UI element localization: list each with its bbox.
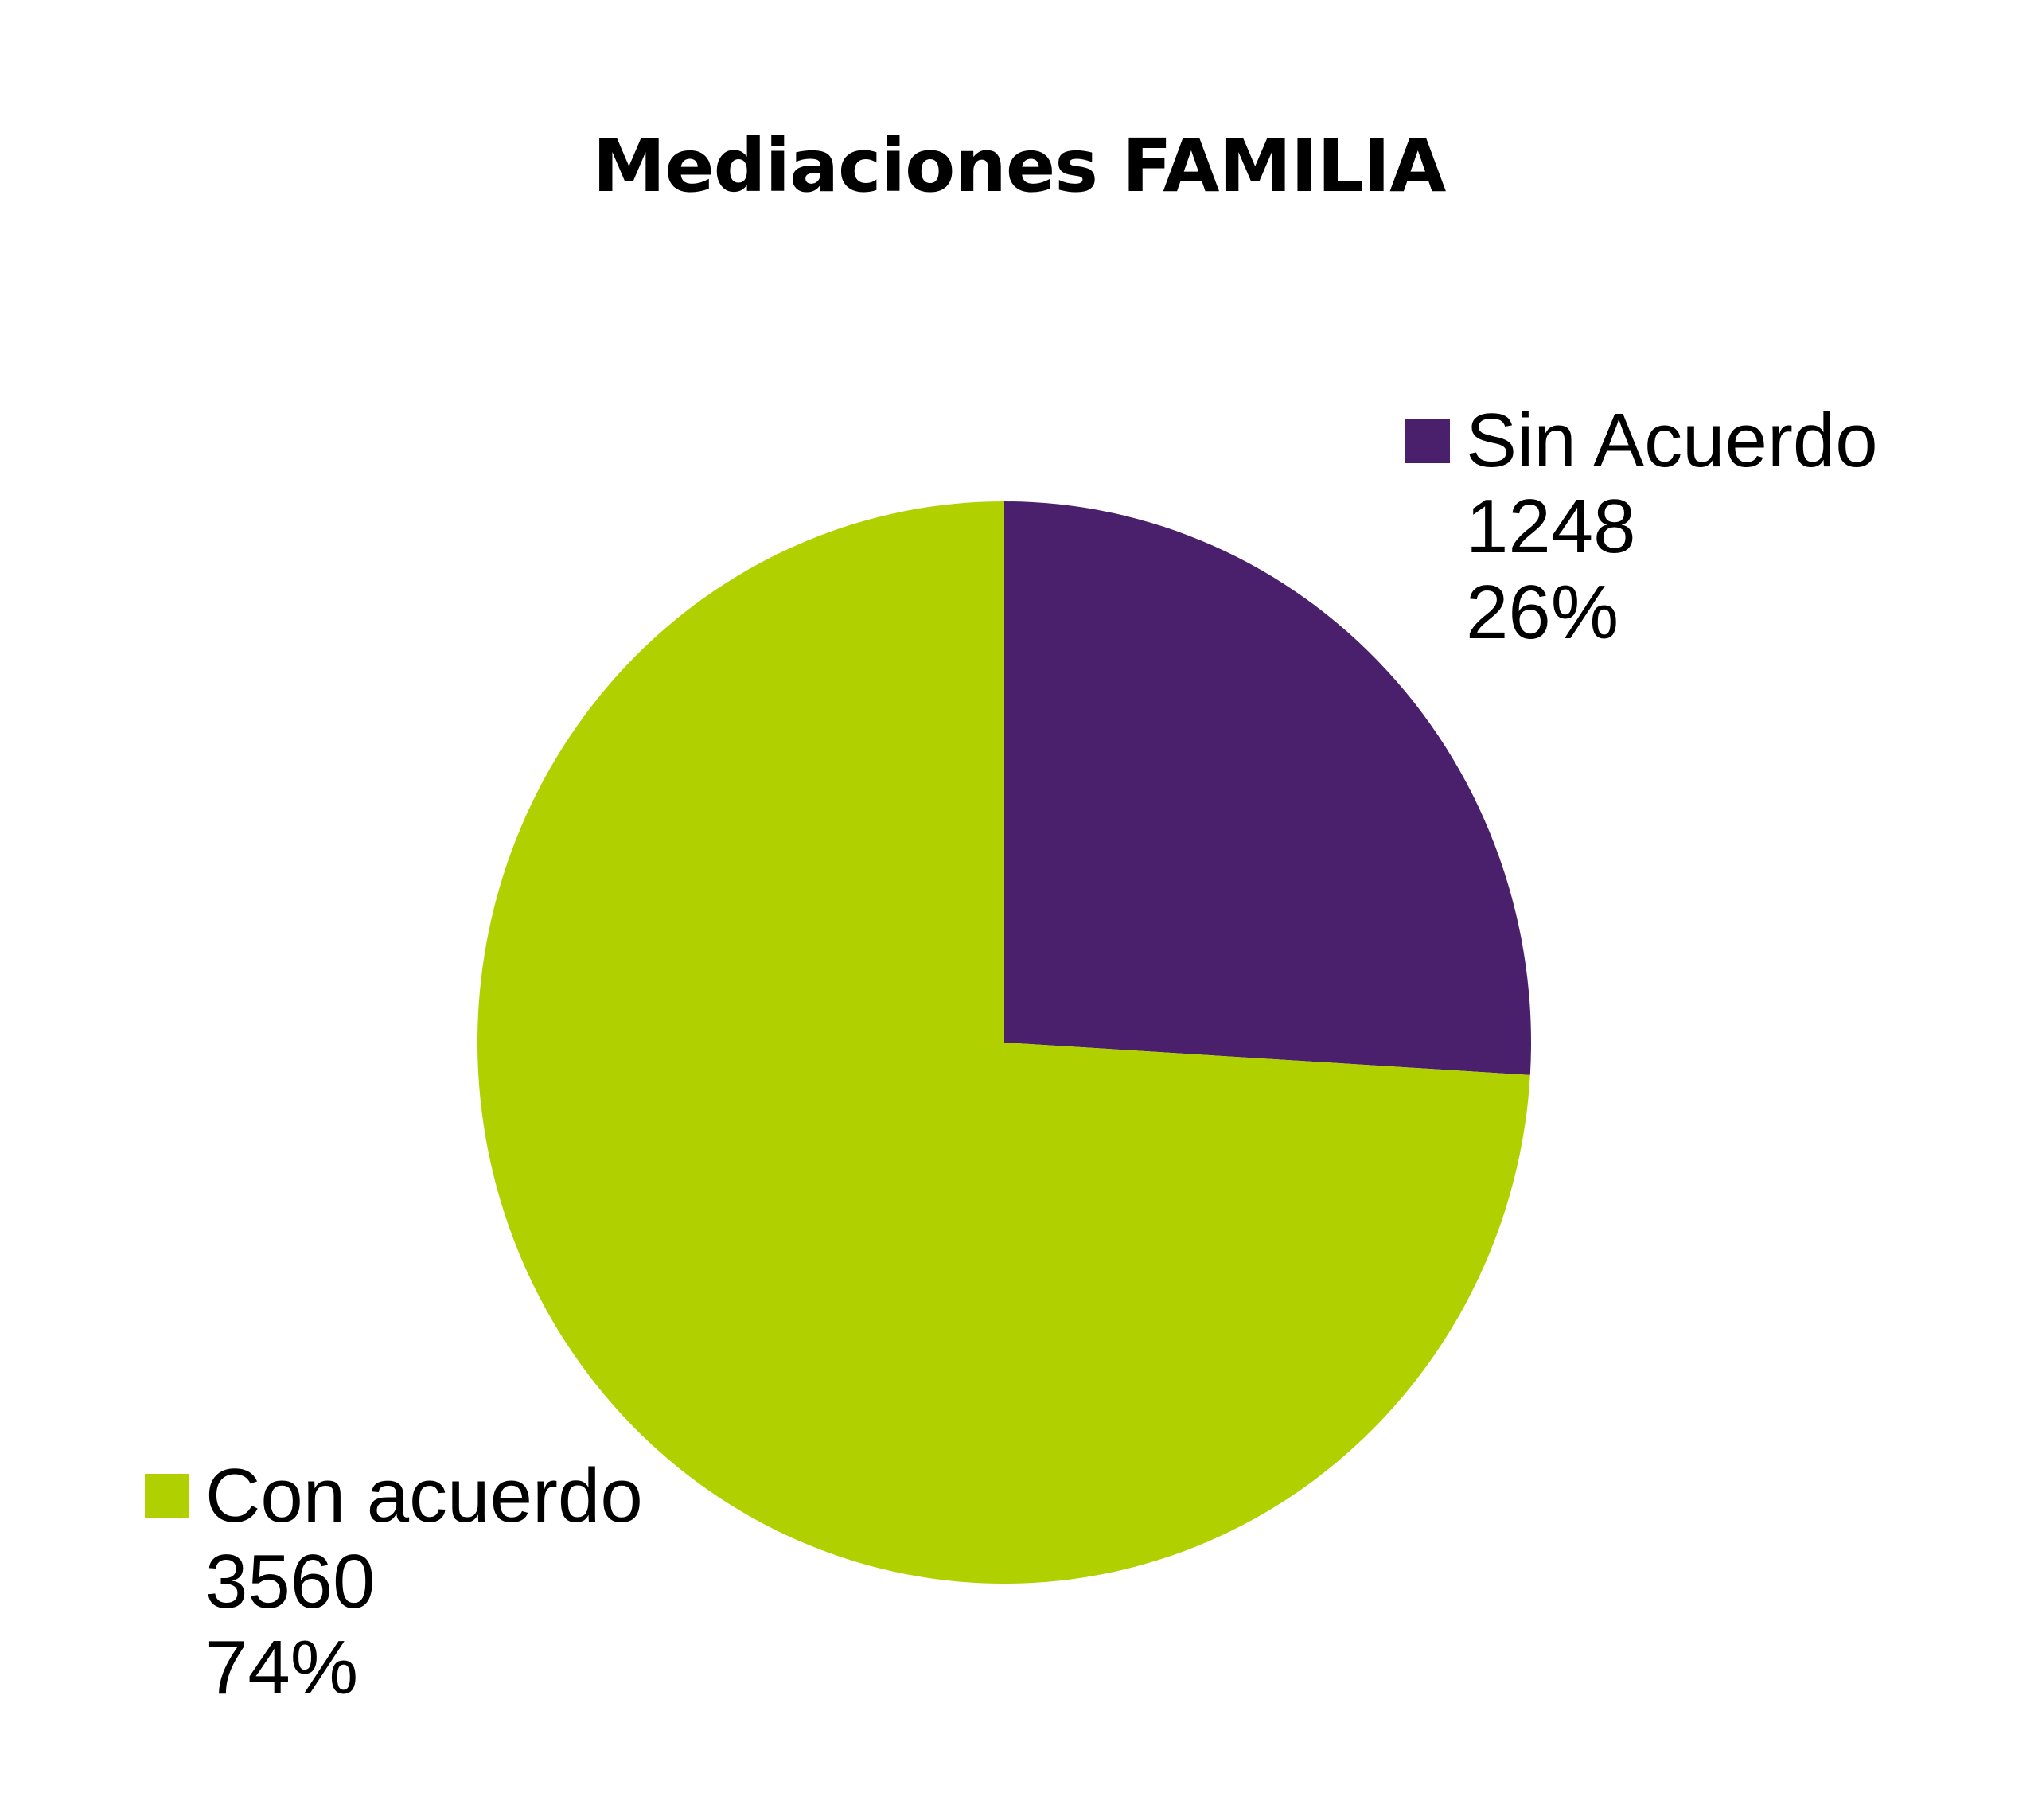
label-percent: 74% bbox=[205, 1625, 359, 1710]
label-percent: 26% bbox=[1466, 570, 1619, 655]
label-value: 1248 bbox=[1466, 484, 1636, 569]
pie-slice-con-acuerdo bbox=[477, 501, 1530, 1584]
label-name: Sin Acuerdo bbox=[1466, 398, 1878, 483]
chart-title: Mediaciones FAMILIA bbox=[592, 123, 1447, 209]
label-name: Con acuerdo bbox=[205, 1453, 643, 1538]
label-con-acuerdo: Con acuerdo 3560 74% bbox=[145, 1453, 643, 1711]
pie-slice-sin-acuerdo bbox=[1004, 501, 1531, 1075]
legend-swatch-con-acuerdo bbox=[145, 1474, 189, 1518]
label-sin-acuerdo: Sin Acuerdo 1248 26% bbox=[1405, 398, 1878, 656]
legend-swatch-sin-acuerdo bbox=[1405, 419, 1450, 463]
label-value: 3560 bbox=[205, 1539, 376, 1624]
